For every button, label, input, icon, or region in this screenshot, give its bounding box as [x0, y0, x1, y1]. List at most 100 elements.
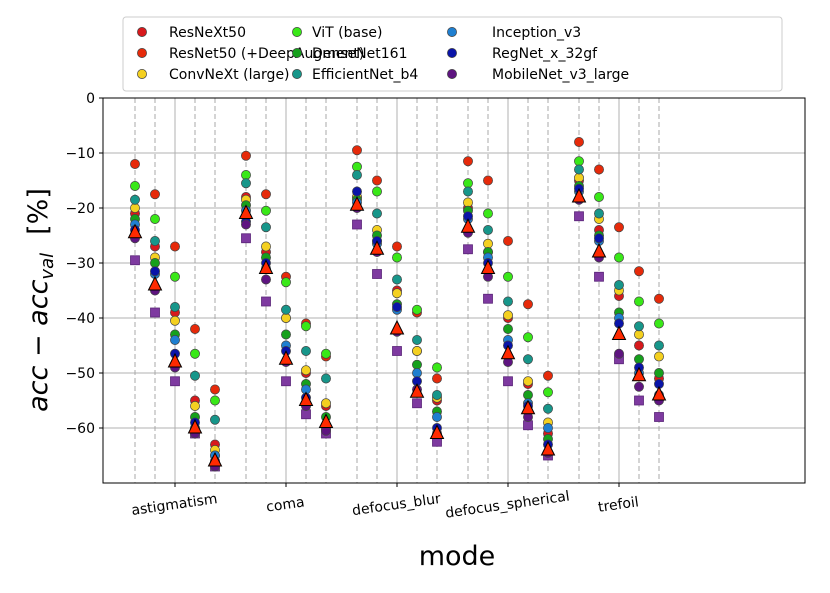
data-point-vit-base- [321, 348, 331, 359]
data-point-efficientnet-b4 [150, 236, 160, 246]
legend-marker [137, 69, 147, 79]
extra-point [372, 269, 382, 279]
data-point-resnet50-deepaugment- [483, 175, 493, 186]
mean-marker [480, 259, 496, 274]
data-point-efficientnet-b4 [654, 340, 664, 351]
data-point-resnet50-deepaugment- [634, 266, 644, 277]
mean-marker [369, 240, 385, 255]
y-label-subscript: val [37, 253, 58, 280]
data-point-vit-base- [210, 395, 220, 406]
data-point-vit-base- [241, 170, 251, 180]
data-point-inception-v3 [412, 368, 422, 378]
x-tick-label: trefoil [597, 494, 640, 516]
data-point-resnet50-deepaugment- [543, 370, 553, 381]
mean-marker [278, 350, 294, 365]
data-point-efficientnet-b4 [261, 222, 271, 233]
data-point-vit-base- [281, 277, 291, 288]
data-point-vit-base- [634, 296, 644, 307]
data-point-efficientnet-b4 [190, 370, 200, 381]
data-point-efficientnet-b4 [614, 280, 624, 290]
data-point-resnet50-deepaugment- [523, 299, 533, 310]
data-point-densenet161 [281, 329, 291, 340]
legend-label: EfficientNet_b4 [312, 67, 418, 83]
y-label-unit: [%] [23, 188, 54, 235]
legend-marker [137, 48, 147, 58]
mean-marker [651, 385, 667, 401]
data-point-resnet50-deepaugment- [503, 236, 513, 246]
mean-marker [500, 344, 516, 360]
y-tick-label: −30 [65, 256, 95, 272]
data-point-efficientnet-b4 [321, 373, 331, 384]
data-point-vit-base- [614, 252, 624, 263]
data-point-convnext-large- [503, 310, 513, 321]
data-point-densenet161 [150, 258, 160, 268]
data-point-efficientnet-b4 [483, 225, 493, 235]
data-point-resnet50-deepaugment- [150, 189, 160, 200]
legend-label: RegNet_x_32gf [492, 46, 598, 62]
data-point-convnext-large- [261, 241, 271, 252]
data-point-vit-base- [392, 252, 402, 263]
data-point-mobilenet-v3-large [614, 348, 624, 359]
mean-marker [298, 391, 314, 406]
data-point-vit-base- [432, 362, 442, 373]
x-tick-label: defocus_spherical [444, 488, 570, 521]
data-point-inception-v3 [432, 412, 442, 422]
mean-marker [611, 325, 627, 340]
data-point-convnext-large- [170, 315, 180, 326]
data-point-efficientnet-b4 [412, 335, 422, 345]
data-point-mobilenet-v3-large [261, 274, 271, 285]
y-tick-label: −40 [65, 311, 95, 327]
legend-marker [292, 69, 302, 79]
legend-label: Inception_v3 [492, 25, 581, 41]
data-point-densenet161 [523, 390, 533, 400]
data-point-resnet50-deepaugment- [594, 164, 604, 175]
legend-label: DenseNet161 [312, 46, 407, 62]
mean-marker [207, 451, 223, 467]
data-point-efficientnet-b4 [523, 354, 533, 365]
extra-point [574, 211, 584, 222]
data-point-densenet161 [634, 354, 644, 365]
data-point-densenet161 [654, 368, 664, 378]
data-point-vit-base- [190, 348, 200, 359]
extra-point [463, 244, 473, 255]
extra-point [503, 376, 513, 387]
y-label-acc-2: acc [23, 279, 54, 325]
data-point-resnet50-deepaugment- [432, 373, 442, 384]
data-point-efficientnet-b4 [281, 304, 291, 315]
data-point-convnext-large- [190, 401, 200, 411]
mean-marker [540, 440, 556, 456]
legend-marker [447, 27, 457, 37]
data-point-convnext-large- [634, 329, 644, 340]
data-point-convnext-large- [392, 288, 402, 299]
x-axis: astigmatism coma defocus_blur defocus_spher… [130, 483, 640, 522]
y-tick-label: −20 [65, 201, 95, 217]
extra-point [634, 395, 644, 406]
data-point-resnet50-deepaugment- [614, 222, 624, 233]
data-point-vit-base- [463, 178, 473, 189]
mean-marker [389, 319, 405, 335]
legend-marker [447, 69, 457, 79]
data-point-efficientnet-b4 [463, 186, 473, 197]
data-point-convnext-large- [412, 346, 422, 356]
x-axis-label: mode [419, 541, 496, 572]
mean-marker [591, 242, 607, 258]
mean-marker [520, 399, 536, 415]
data-point-vit-base- [574, 156, 584, 167]
extra-point [130, 255, 140, 266]
grid-layer [103, 97, 805, 483]
data-point-vit-base- [352, 161, 362, 172]
y-axis: 0 −10 −20 −30 −40 −50 −60 [65, 91, 103, 437]
extra-point [523, 420, 533, 431]
extra-point [281, 376, 291, 387]
data-point-convnext-large- [301, 365, 311, 376]
y-tick-label: −60 [65, 421, 95, 437]
mean-marker [167, 352, 183, 368]
data-point-resnet50-deepaugment- [241, 150, 251, 161]
legend-marker [292, 27, 302, 37]
data-point-convnext-large- [523, 376, 533, 387]
data-point-efficientnet-b4 [301, 346, 311, 356]
mean-marker [349, 196, 365, 211]
extra-point [654, 412, 664, 422]
data-point-efficientnet-b4 [543, 403, 553, 414]
